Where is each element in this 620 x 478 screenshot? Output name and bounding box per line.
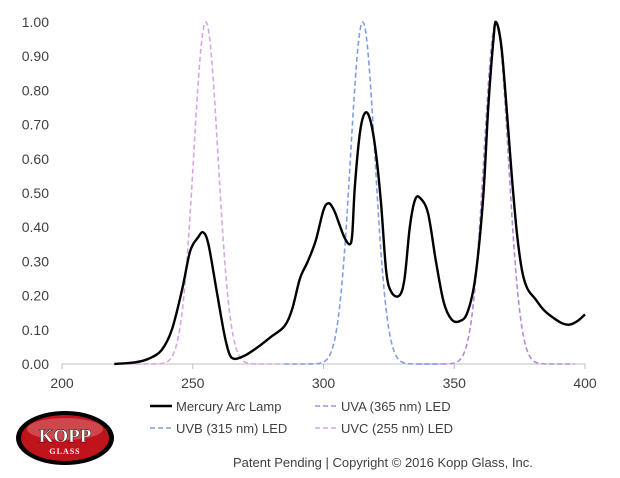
kopp-glass-logo: KOPP GLASS bbox=[16, 411, 114, 465]
y-axis-ticks: 0.00 0.10 0.20 0.30 0.40 0.50 0.60 0.70 0.80 0.90… bbox=[22, 14, 49, 372]
x-tick-label: 250 bbox=[181, 375, 205, 391]
logo-text-kopp: KOPP bbox=[39, 426, 92, 447]
x-tick-label: 300 bbox=[312, 375, 336, 391]
y-tick-label: 0.60 bbox=[22, 151, 49, 167]
logo-text-glass: GLASS bbox=[49, 447, 80, 456]
legend-label-uva-365-nm-led: UVA (365 nm) LED bbox=[341, 399, 451, 414]
y-tick-label: 0.00 bbox=[22, 356, 49, 372]
y-tick-label: 1.00 bbox=[22, 14, 49, 30]
y-tick-label: 0.20 bbox=[22, 288, 49, 304]
y-tick-label: 0.40 bbox=[22, 219, 49, 235]
x-tick-label: 400 bbox=[573, 375, 597, 391]
legend: Mercury Arc Lamp UVA (365 nm) LED UVB (315… bbox=[150, 399, 453, 436]
series-lines bbox=[114, 20, 586, 366]
x-tick-label: 200 bbox=[50, 375, 74, 391]
series-line-mercury-arc-lamp bbox=[114, 20, 586, 366]
y-tick-label: 0.30 bbox=[22, 253, 49, 269]
y-tick-label: 0.90 bbox=[22, 48, 49, 64]
x-tick-label: 350 bbox=[443, 375, 467, 391]
x-axis-ticks: 200 250 300 350 400 bbox=[50, 364, 597, 391]
legend-label-uvb-315-nm-led: UVB (315 nm) LED bbox=[176, 421, 287, 436]
series-line-uva-365-nm-led bbox=[417, 21, 575, 365]
y-tick-label: 0.70 bbox=[22, 117, 49, 133]
copyright-notice: Patent Pending | Copyright © 2016 Kopp G… bbox=[233, 455, 533, 470]
logo-highlight bbox=[27, 418, 103, 440]
legend-label-mercury-arc-lamp: Mercury Arc Lamp bbox=[176, 399, 281, 414]
legend-label-uvc-255-nm-led: UVC (255 nm) LED bbox=[341, 421, 453, 436]
y-tick-label: 0.10 bbox=[22, 322, 49, 338]
logo-red-oval bbox=[21, 415, 109, 461]
y-tick-label: 0.80 bbox=[22, 82, 49, 98]
series-line-uvb-315-nm-led bbox=[284, 21, 442, 365]
y-tick-label: 0.50 bbox=[22, 185, 49, 201]
series-line-uvc-255-nm-led bbox=[127, 21, 285, 365]
